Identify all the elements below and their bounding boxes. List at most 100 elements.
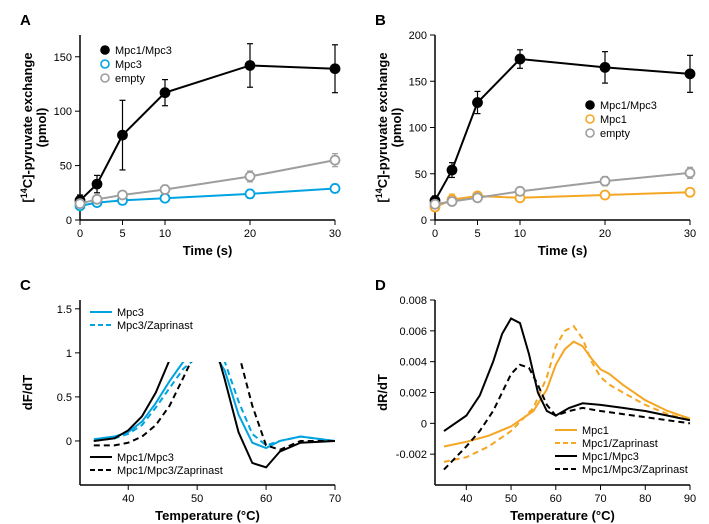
data-point — [431, 200, 440, 209]
series-line — [444, 365, 690, 470]
legend-marker — [586, 129, 594, 137]
x-tick-label: 30 — [684, 228, 696, 240]
legend-marker — [101, 60, 109, 68]
y-tick-label: 0.006 — [399, 326, 427, 338]
y-tick-label: 150 — [409, 76, 427, 88]
data-point — [601, 63, 610, 72]
data-point — [246, 61, 255, 70]
y-axis-label: [14C]-pyruvate exchange — [374, 52, 390, 202]
data-point — [686, 69, 695, 78]
x-axis-label: Time (s) — [183, 243, 233, 258]
x-tick-label: 40 — [460, 493, 472, 505]
legend-label: empty — [115, 73, 145, 85]
data-point — [448, 197, 457, 206]
panel-label-A: A — [20, 12, 31, 29]
legend-label-c: Mpc3/Zaprinast — [117, 320, 193, 332]
y-tick-label: -0.002 — [396, 449, 427, 461]
y-axis-label: dR/dT — [375, 374, 390, 411]
data-point — [93, 180, 102, 189]
y-tick-label: 0.004 — [399, 357, 427, 369]
y-axis-label-2: (pmol) — [389, 108, 404, 148]
x-tick-label: 10 — [159, 228, 171, 240]
legend-label-d: Mpc1 — [582, 425, 609, 437]
y-tick-label: 50 — [60, 161, 72, 173]
legend-label: Mpc1/Mpc3 — [600, 100, 657, 112]
y-axis-label: dF/dT — [20, 375, 35, 410]
y-tick-label: 0 — [66, 215, 72, 227]
y-tick-label: 0.5 — [57, 392, 72, 404]
y-tick-label: 1 — [66, 348, 72, 360]
panel-label-C: C — [20, 277, 31, 294]
data-point — [473, 193, 482, 202]
data-point — [76, 199, 85, 208]
data-point — [118, 190, 127, 199]
data-point — [331, 184, 340, 193]
legend-label-c2: Mpc1/Mpc3 — [117, 452, 174, 464]
x-tick-label: 10 — [514, 228, 526, 240]
y-tick-label: 0.008 — [399, 295, 427, 307]
legend-label-d: Mpc1/Mpc3 — [582, 451, 639, 463]
x-tick-label: 5 — [119, 228, 125, 240]
data-point — [601, 191, 610, 200]
legend-label-c: Mpc3 — [117, 307, 144, 319]
x-tick-label: 50 — [505, 493, 517, 505]
data-point — [93, 195, 102, 204]
x-tick-label: 70 — [594, 493, 606, 505]
legend-marker — [101, 46, 109, 54]
data-point — [686, 168, 695, 177]
panel-label-D: D — [375, 277, 386, 294]
data-point — [161, 194, 170, 203]
x-tick-label: 20 — [244, 228, 256, 240]
y-tick-label: 0.002 — [399, 388, 427, 400]
x-tick-label: 20 — [599, 228, 611, 240]
x-tick-label: 40 — [122, 493, 134, 505]
x-tick-label: 60 — [260, 493, 272, 505]
x-tick-label: 50 — [191, 493, 203, 505]
data-point — [516, 187, 525, 196]
legend-marker — [101, 74, 109, 82]
data-point — [246, 189, 255, 198]
series-line — [444, 319, 690, 432]
x-tick-label: 80 — [639, 493, 651, 505]
data-point — [686, 188, 695, 197]
data-point — [516, 55, 525, 64]
x-tick-label: 5 — [474, 228, 480, 240]
figure-4panel: A05102030050100150Time (s)[14C]-pyruvate… — [0, 0, 709, 524]
legend-label: Mpc1 — [600, 114, 627, 126]
y-axis-label: [14C]-pyruvate exchange — [19, 52, 35, 202]
panel-label-B: B — [375, 12, 386, 29]
y-tick-label: 0 — [66, 436, 72, 448]
x-axis-label: Temperature (°C) — [510, 508, 615, 523]
x-tick-label: 30 — [329, 228, 341, 240]
y-tick-label: 100 — [409, 123, 427, 135]
data-point — [161, 88, 170, 97]
legend-label: Mpc3 — [115, 59, 142, 71]
data-point — [118, 131, 127, 140]
data-point — [331, 156, 340, 165]
x-axis-label: Temperature (°C) — [155, 508, 260, 523]
legend-label-d: Mpc1/Mpc3/Zaprinast — [582, 464, 688, 476]
data-point — [448, 166, 457, 175]
data-point — [161, 185, 170, 194]
y-tick-label: 50 — [415, 169, 427, 181]
y-tick-label: 0 — [421, 418, 427, 430]
data-point — [601, 177, 610, 186]
legend-label: Mpc1/Mpc3 — [115, 45, 172, 57]
y-tick-label: 100 — [54, 106, 72, 118]
legend-marker — [586, 115, 594, 123]
legend-marker — [586, 101, 594, 109]
data-point — [331, 64, 340, 73]
legend-label-d: Mpc1/Zaprinast — [582, 438, 658, 450]
y-tick-label: 150 — [54, 52, 72, 64]
x-tick-label: 0 — [432, 228, 438, 240]
y-tick-label: 0 — [421, 215, 427, 227]
y-tick-label: 1.5 — [57, 304, 72, 316]
data-point — [473, 98, 482, 107]
series-line — [435, 59, 690, 201]
data-point — [246, 172, 255, 181]
x-tick-label: 70 — [329, 493, 341, 505]
x-axis-label: Time (s) — [538, 243, 588, 258]
series-line — [94, 348, 335, 448]
legend-label-c2: Mpc1/Mpc3/Zaprinast — [117, 465, 223, 477]
x-tick-label: 60 — [550, 493, 562, 505]
